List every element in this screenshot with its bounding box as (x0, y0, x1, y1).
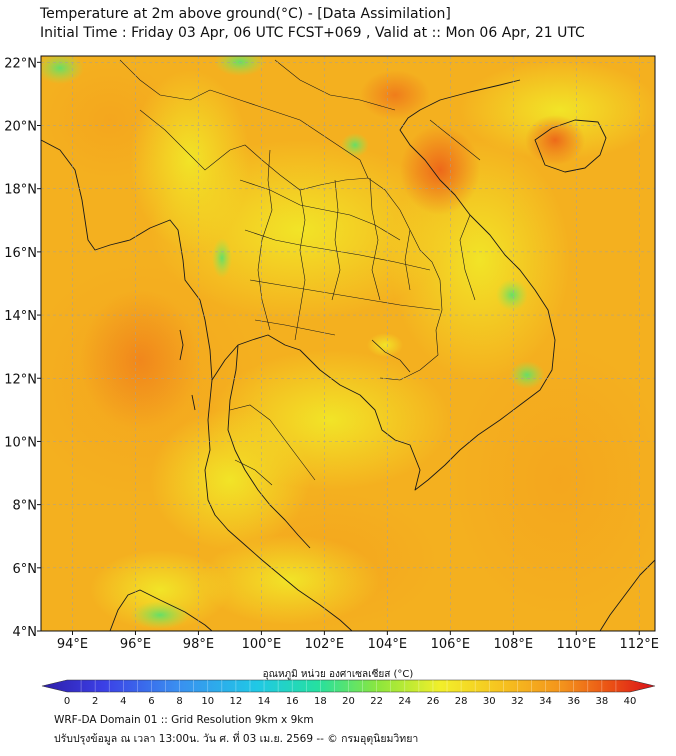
footer-model-info: WRF-DA Domain 01 :: Grid Resolution 9km … (54, 714, 314, 726)
lon-label: 102°E (305, 637, 345, 652)
lat-label: 20°N (4, 120, 37, 135)
colorbar-tick-label: 24 (398, 696, 411, 707)
colorbar-tick-label: 16 (286, 696, 299, 707)
latitude-labels: 22°N 20°N 18°N 16°N 14°N 12°N 10°N 8°N 6°N 4°N (4, 56, 41, 640)
longitude-labels: 94°E 96°E 98°E 100°E 102°E 104°E 106°E 108°E 110… (57, 631, 659, 652)
footer-update-info: ปรับปรุงข้อมูล ณ เวลา 13:00น. วัน ศ. ที่… (54, 733, 419, 745)
lon-label: 108°E (494, 637, 534, 652)
map-title: Temperature at 2m above ground(°C) - [Da… (40, 6, 451, 22)
colorbar-ticks: 0 2 4 6 8 10 12 14 16 18 20 22 24 26 28 30 32 34 36 38 40 (64, 680, 637, 707)
colorbar-tick-label: 0 (64, 696, 70, 707)
lon-label: 104°E (368, 637, 408, 652)
colorbar-tick-label: 32 (511, 696, 524, 707)
lat-label: 6°N (13, 562, 38, 577)
lat-label: 10°N (4, 435, 37, 450)
tonle-sap-lake (371, 339, 411, 373)
coastlines (41, 79, 655, 631)
colorbar-tick-label: 8 (176, 696, 182, 707)
lat-label: 8°N (13, 499, 38, 514)
colorbar-tick-label: 34 (539, 696, 552, 707)
colorbar-tick-label: 2 (92, 696, 98, 707)
colorbar-tick-label: 40 (624, 696, 637, 707)
lon-label: 106°E (431, 637, 471, 652)
lon-label: 94°E (57, 637, 88, 652)
colorbar-tick-label: 4 (120, 696, 126, 707)
lat-label: 18°N (4, 183, 37, 198)
lon-label: 112°E (619, 637, 659, 652)
colorbar-tick-label: 30 (483, 696, 496, 707)
colorbar-tick-label: 18 (314, 696, 327, 707)
admin-boundaries (119, 59, 481, 486)
colorbar-tick-label: 28 (455, 696, 468, 707)
temperature-field (41, 56, 655, 631)
colorbar-tick-label: 20 (342, 696, 355, 707)
colorbar-tick-label: 12 (230, 696, 243, 707)
colorbar-tick-label: 38 (595, 696, 608, 707)
colorbar-tick-label: 10 (201, 696, 214, 707)
lon-label: 100°E (242, 637, 282, 652)
lat-label: 12°N (4, 372, 37, 387)
map-frame (40, 55, 656, 632)
colorbar: 0 2 4 6 8 10 12 14 16 18 20 22 24 26 28 30 32 34 36 38 40 (41, 679, 656, 707)
colorbar-tick-label: 14 (258, 696, 271, 707)
lat-label: 22°N (4, 56, 37, 71)
colorbar-tick-label: 22 (370, 696, 383, 707)
colorbar-tick-label: 36 (567, 696, 580, 707)
lat-label: 14°N (4, 309, 37, 324)
lon-label: 98°E (183, 637, 214, 652)
lat-label: 16°N (4, 246, 37, 261)
map-subtitle: Initial Time : Friday 03 Apr, 06 UTC FCS… (40, 25, 585, 41)
lat-label: 4°N (13, 625, 38, 640)
colorbar-bar (41, 679, 656, 693)
colorbar-tick-label: 6 (148, 696, 154, 707)
lon-label: 110°E (557, 637, 597, 652)
lon-label: 96°E (120, 637, 151, 652)
colorbar-tick-label: 26 (427, 696, 440, 707)
colorbar-title: อุณหภูมิ หน่วย องศาเซลเซียส (°C) (262, 669, 414, 680)
